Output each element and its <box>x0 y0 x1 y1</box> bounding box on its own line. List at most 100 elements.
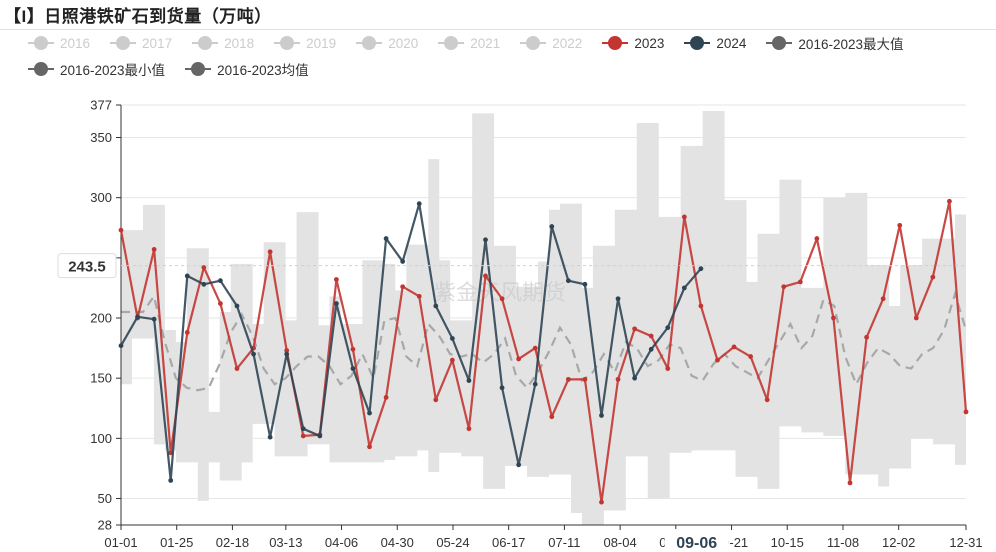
series-point <box>234 303 240 309</box>
series-point <box>234 366 240 371</box>
x-tick-label: 04-30 <box>381 535 414 550</box>
legend-label: 2020 <box>388 35 419 51</box>
legend-item-7[interactable]: 2023 <box>602 34 664 52</box>
x-tick-label: 12-31 <box>949 535 982 550</box>
series-point <box>333 301 339 306</box>
legend-label: 2022 <box>552 35 583 51</box>
series-point <box>400 259 406 264</box>
legend-item-11[interactable]: 2016-2023均值 <box>185 60 309 78</box>
x-tick-label: 01-25 <box>160 535 193 550</box>
series-point <box>416 201 422 207</box>
x-tick-label: 07-11 <box>548 535 580 550</box>
legend-swatch-icon <box>766 36 793 50</box>
series-point <box>764 397 770 403</box>
series-point <box>632 375 638 381</box>
legend-label: 2017 <box>142 35 173 51</box>
legend-item-6[interactable]: 2022 <box>520 34 582 52</box>
series-point <box>963 409 969 415</box>
legend-swatch-icon <box>274 36 301 50</box>
x-tick-label: 06-17 <box>492 535 525 550</box>
chart-legend: 2016 2017 2018 2019 2020 2021 2022 2023 2024 2016… <box>28 34 978 78</box>
series-point <box>913 315 919 321</box>
legend-label: 2018 <box>224 35 255 51</box>
y-tick-label: 50 <box>98 491 112 506</box>
series-point <box>681 214 687 220</box>
series-point <box>483 273 488 279</box>
series-point <box>350 346 356 352</box>
series-point <box>632 326 638 332</box>
series-point <box>433 397 439 403</box>
series-point <box>549 224 555 229</box>
x-tick-label: 02-18 <box>216 535 249 550</box>
axis-pointer-y-value: 243.5 <box>68 259 106 276</box>
title-divider <box>0 29 996 30</box>
series-point <box>499 385 505 391</box>
legend-item-9[interactable]: 2016-2023最大值 <box>766 34 903 52</box>
series-point <box>383 236 389 241</box>
legend-item-5[interactable]: 2021 <box>438 34 500 52</box>
legend-label: 2024 <box>716 35 747 51</box>
max-min-band <box>121 111 966 526</box>
y-axis-labels: 2850100150200250300350377 <box>90 98 121 533</box>
series-point <box>118 227 124 233</box>
series-point <box>930 274 936 280</box>
series-point <box>151 316 157 322</box>
series-point <box>532 381 538 387</box>
series-point <box>582 376 588 382</box>
y-tick-label: 300 <box>90 190 112 205</box>
series-point <box>648 333 654 339</box>
legend-label: 2021 <box>470 35 501 51</box>
series-2024 <box>118 201 704 483</box>
series-point <box>466 426 472 432</box>
series-point <box>218 278 223 284</box>
series-point <box>218 301 223 306</box>
series-point <box>499 296 505 302</box>
series-point <box>947 198 952 204</box>
series-point <box>715 357 720 363</box>
series-2023 <box>118 198 969 505</box>
series-point <box>880 296 886 302</box>
series-point <box>416 293 422 299</box>
series-point <box>665 366 671 371</box>
x-tick-label: 10-15 <box>771 535 804 550</box>
series-point <box>864 334 869 340</box>
axis-pointer-y-box <box>57 253 117 279</box>
legend-swatch-icon <box>602 36 629 50</box>
series-point <box>267 249 273 255</box>
series-point <box>466 378 472 383</box>
legend-item-3[interactable]: 2019 <box>274 34 336 52</box>
series-point <box>135 314 140 320</box>
series-point <box>665 325 671 331</box>
series-point <box>847 480 853 486</box>
legend-item-4[interactable]: 2020 <box>356 34 418 52</box>
series-point <box>748 354 754 359</box>
series-point <box>350 366 356 371</box>
series-point <box>648 346 654 352</box>
series-point <box>151 247 157 252</box>
legend-label: 2016-2023最小值 <box>60 63 166 78</box>
series-point <box>184 330 190 335</box>
legend-item-1[interactable]: 2017 <box>110 34 172 52</box>
series-point <box>615 376 621 382</box>
legend-swatch-icon <box>192 36 219 50</box>
legend-item-8[interactable]: 2024 <box>684 34 746 52</box>
legend-item-2[interactable]: 2018 <box>192 34 254 52</box>
legend-item-10[interactable]: 2016-2023最小值 <box>28 60 165 78</box>
series-point <box>797 279 803 285</box>
series-point <box>168 478 174 483</box>
legend-item-0[interactable]: 2016 <box>28 34 90 52</box>
legend-swatch-icon <box>110 36 137 50</box>
axis-pointer-x-box <box>664 529 729 552</box>
x-tick-label: 11-08 <box>827 535 859 550</box>
legend-label: 2016-2023最大值 <box>798 37 904 52</box>
legend-swatch-icon <box>28 62 54 76</box>
series-point <box>449 357 455 363</box>
series-point <box>582 281 588 287</box>
axis-pointer-y-label: 243.5 <box>57 253 117 279</box>
series-point <box>267 434 273 440</box>
series-point <box>118 343 124 349</box>
series-point <box>516 356 522 362</box>
series-point <box>814 236 820 241</box>
series-point <box>897 222 903 228</box>
